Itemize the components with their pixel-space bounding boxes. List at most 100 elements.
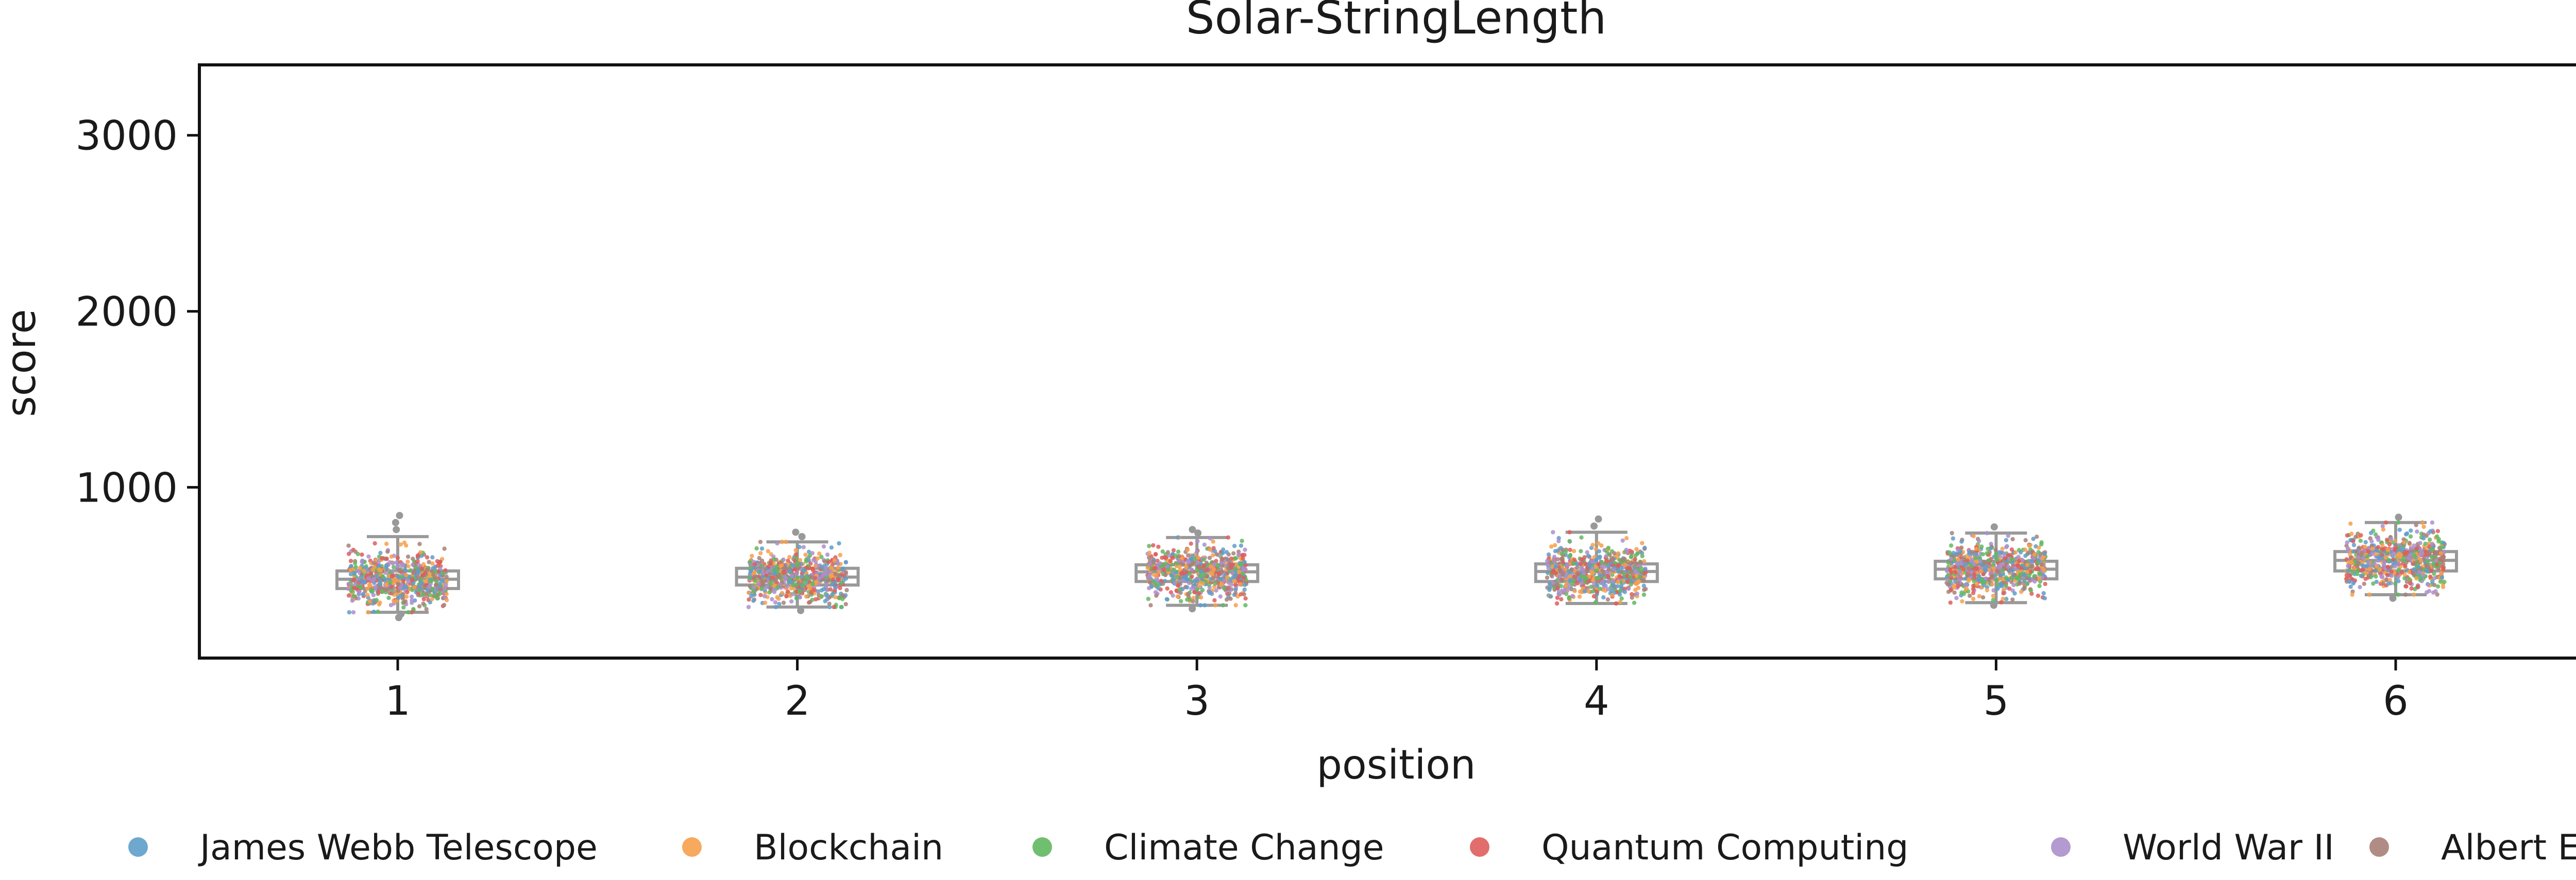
data-point — [373, 584, 378, 590]
data-point — [1571, 549, 1577, 554]
data-point — [1208, 571, 1213, 576]
data-point — [2433, 555, 2438, 559]
data-point — [1156, 586, 1161, 591]
data-point — [1221, 603, 1225, 608]
data-point — [2384, 538, 2389, 542]
data-point — [2027, 543, 2032, 548]
data-point — [1211, 553, 1215, 558]
data-point — [2005, 544, 2009, 548]
data-point — [1630, 592, 1634, 597]
data-point — [1190, 554, 1195, 558]
data-point — [2002, 551, 2007, 556]
data-point — [1987, 563, 1992, 568]
data-point — [1164, 555, 1168, 560]
axes-frame — [198, 63, 2576, 660]
data-point — [819, 594, 824, 599]
data-point — [839, 572, 844, 577]
data-point — [1238, 582, 1243, 586]
data-point — [1956, 547, 1960, 553]
data-point — [1600, 579, 1605, 584]
data-point — [1972, 579, 1976, 583]
data-point — [1560, 588, 1564, 593]
data-point — [1629, 582, 1633, 587]
data-point — [760, 574, 765, 579]
data-point — [2025, 570, 2030, 575]
data-point — [384, 583, 389, 588]
data-point — [1180, 571, 1184, 575]
data-point — [796, 580, 801, 585]
data-point — [365, 593, 370, 597]
data-point — [751, 585, 756, 590]
data-point — [1604, 554, 1608, 559]
data-point — [1974, 546, 1979, 551]
data-point — [2018, 572, 2023, 577]
data-point — [1586, 554, 1590, 558]
data-point — [1575, 565, 1580, 570]
data-point — [1985, 588, 1990, 593]
data-point — [791, 563, 796, 568]
data-point — [2346, 563, 2350, 568]
data-point — [1997, 577, 2002, 581]
data-point — [2411, 592, 2416, 597]
data-point — [1642, 545, 1647, 550]
data-point — [1643, 571, 1648, 575]
data-point — [1957, 570, 1962, 575]
data-point — [1618, 589, 1622, 593]
data-point — [1965, 573, 1970, 578]
data-point — [365, 586, 370, 591]
data-point — [1971, 533, 1976, 539]
data-point — [809, 591, 814, 595]
data-point — [400, 562, 405, 566]
data-point — [814, 597, 818, 602]
data-point — [785, 589, 790, 594]
data-point — [1205, 567, 1210, 572]
data-point — [1187, 572, 1192, 576]
data-point — [1968, 593, 1972, 598]
data-point — [1589, 584, 1594, 589]
data-point — [1634, 561, 1639, 566]
data-point — [396, 582, 401, 586]
data-point — [2432, 576, 2436, 581]
data-point — [1616, 551, 1621, 556]
data-point — [2015, 569, 2021, 574]
data-point — [405, 559, 410, 564]
data-point — [840, 593, 845, 598]
data-point — [419, 580, 425, 585]
data-point — [1546, 552, 1551, 557]
data-point — [2398, 553, 2403, 557]
outlier-point — [1189, 526, 1196, 533]
data-point — [1232, 544, 1237, 548]
data-point — [1554, 601, 1560, 606]
data-point — [773, 578, 778, 583]
data-point — [2001, 572, 2006, 577]
data-point — [1997, 550, 2002, 555]
data-point — [2385, 564, 2390, 570]
data-point — [385, 549, 390, 554]
data-point — [366, 610, 370, 615]
data-point — [793, 548, 798, 553]
data-point — [1990, 574, 1995, 579]
data-point — [398, 593, 403, 598]
data-point — [1979, 544, 1984, 549]
data-point — [801, 545, 806, 549]
data-point — [2412, 553, 2416, 557]
data-point — [2370, 551, 2375, 557]
data-point — [1625, 580, 1630, 584]
data-point — [1950, 531, 1954, 536]
data-point — [346, 543, 351, 548]
data-point — [1196, 555, 1200, 560]
data-point — [1154, 593, 1159, 598]
data-point — [386, 596, 391, 600]
data-point — [771, 575, 776, 580]
data-point — [1566, 568, 1571, 574]
x-axis: 1 2 3 4 5 6 — [385, 658, 2409, 724]
data-point — [2349, 561, 2354, 565]
data-point — [803, 553, 808, 557]
data-point — [827, 601, 832, 606]
data-point — [2351, 539, 2355, 544]
data-point — [1989, 570, 1993, 575]
data-point — [410, 600, 414, 605]
data-point — [814, 579, 819, 584]
data-point — [2415, 529, 2419, 534]
data-point — [2393, 581, 2398, 586]
